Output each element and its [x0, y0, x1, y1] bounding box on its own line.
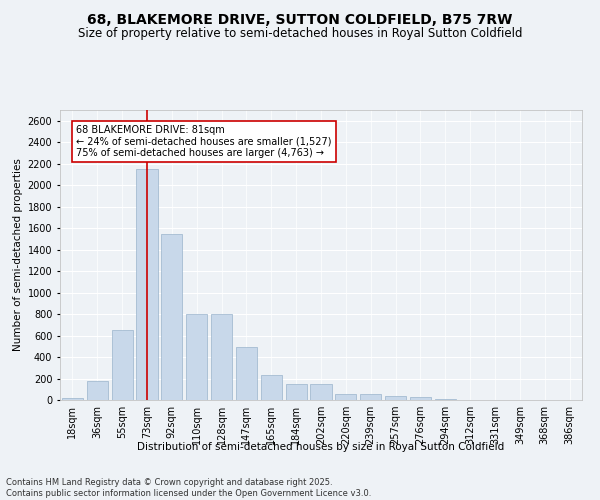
Bar — [385, 396, 406, 400]
Bar — [286, 384, 307, 400]
Bar — [62, 398, 83, 400]
Text: Contains HM Land Registry data © Crown copyright and database right 2025.
Contai: Contains HM Land Registry data © Crown c… — [6, 478, 371, 498]
Bar — [87, 381, 108, 400]
Bar — [186, 314, 207, 400]
Bar — [161, 234, 182, 400]
Bar — [136, 169, 158, 400]
Text: 68, BLAKEMORE DRIVE, SUTTON COLDFIELD, B75 7RW: 68, BLAKEMORE DRIVE, SUTTON COLDFIELD, B… — [88, 12, 512, 26]
Y-axis label: Number of semi-detached properties: Number of semi-detached properties — [13, 158, 23, 352]
Bar — [112, 330, 133, 400]
Bar — [360, 394, 381, 400]
Bar — [211, 314, 232, 400]
Text: Distribution of semi-detached houses by size in Royal Sutton Coldfield: Distribution of semi-detached houses by … — [137, 442, 505, 452]
Bar — [310, 384, 332, 400]
Bar — [261, 376, 282, 400]
Bar — [410, 398, 431, 400]
Text: 68 BLAKEMORE DRIVE: 81sqm
← 24% of semi-detached houses are smaller (1,527)
75% : 68 BLAKEMORE DRIVE: 81sqm ← 24% of semi-… — [76, 125, 332, 158]
Bar — [236, 348, 257, 400]
Bar — [335, 394, 356, 400]
Text: Size of property relative to semi-detached houses in Royal Sutton Coldfield: Size of property relative to semi-detach… — [78, 28, 522, 40]
Bar — [435, 399, 456, 400]
